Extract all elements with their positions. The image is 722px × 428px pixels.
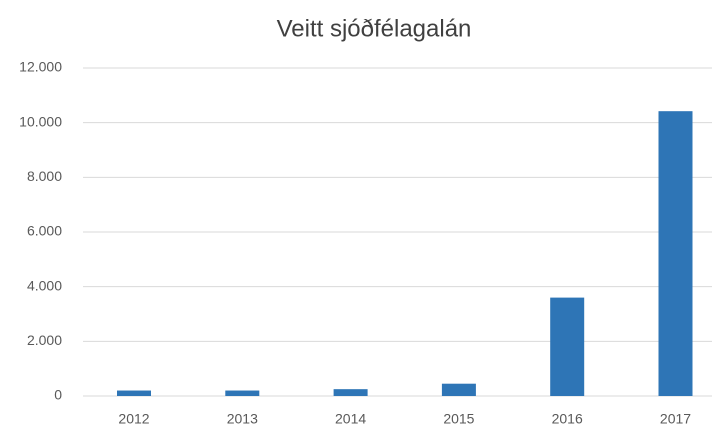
bar bbox=[441, 383, 476, 396]
bar bbox=[550, 297, 585, 396]
y-tick-label: 6.000 bbox=[27, 223, 62, 239]
x-tick-label: 2013 bbox=[227, 411, 258, 427]
x-tick-label: 2012 bbox=[118, 411, 149, 427]
y-tick-label: 4.000 bbox=[27, 277, 62, 293]
x-tick-label: 2016 bbox=[552, 411, 583, 427]
y-tick-label: 10.000 bbox=[19, 113, 62, 129]
bar bbox=[225, 390, 260, 396]
y-tick-label: 8.000 bbox=[27, 168, 62, 184]
y-tick-label: 12.000 bbox=[19, 59, 62, 75]
chart-title: Veitt sjóðfélagalán bbox=[277, 15, 472, 42]
bar bbox=[658, 111, 693, 396]
x-tick-label: 2014 bbox=[335, 411, 366, 427]
x-tick-label: 2017 bbox=[660, 411, 691, 427]
bar bbox=[117, 390, 151, 396]
y-tick-label: 0 bbox=[54, 387, 62, 403]
bar bbox=[333, 389, 368, 396]
x-tick-label: 2015 bbox=[443, 411, 474, 427]
y-tick-label: 2.000 bbox=[27, 332, 62, 348]
